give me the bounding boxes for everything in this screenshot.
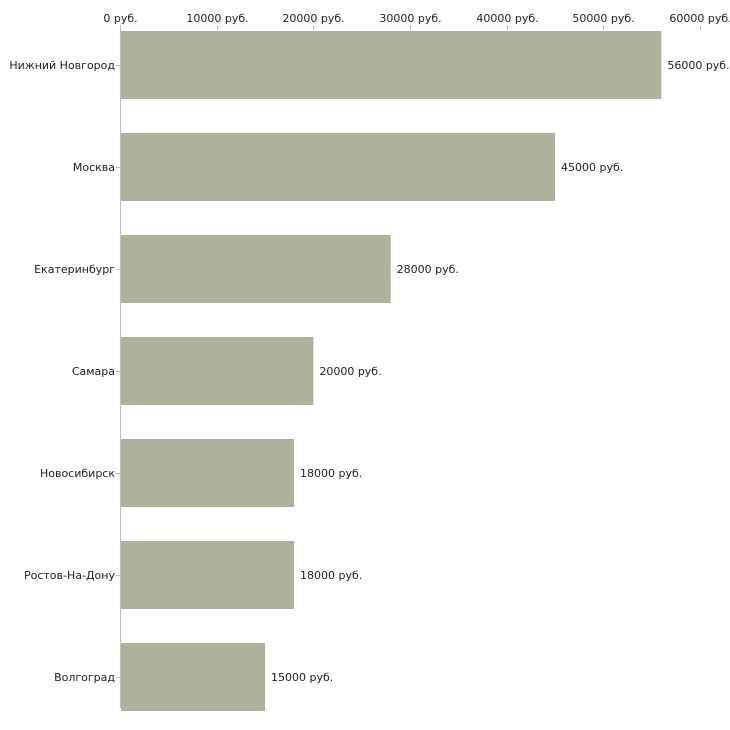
x-tick-label: 0 руб. (103, 12, 137, 25)
data-label: 18000 руб. (300, 569, 362, 582)
data-label: 18000 руб. (300, 467, 362, 480)
bar (121, 235, 391, 303)
x-tick-label: 50000 руб. (572, 12, 634, 25)
x-tick-label: 40000 руб. (476, 12, 538, 25)
category-labels: Нижний Новгород Москва Екатеринбург Самара Н… (9, 59, 120, 684)
x-tick-label: 20000 руб. (282, 12, 344, 25)
category-label: Новосибирск (40, 467, 115, 480)
bar (121, 31, 662, 99)
x-tick-label: 30000 руб. (379, 12, 441, 25)
category-label: Волгоград (54, 671, 115, 684)
bars-group: 56000 руб. 45000 руб. 28000 руб. 20000 руб.… (121, 31, 730, 711)
data-label: 28000 руб. (397, 263, 459, 276)
x-tick-label: 10000 руб. (186, 12, 248, 25)
category-label: Москва (73, 161, 115, 174)
bar (121, 541, 294, 609)
data-label: 56000 руб. (667, 59, 729, 72)
x-axis: 0 руб. 10000 руб. 20000 руб. 30000 руб. 4000… (103, 12, 730, 30)
category-label: Екатеринбург (34, 263, 115, 276)
category-label: Нижний Новгород (9, 59, 115, 72)
x-tick-label: 60000 руб. (669, 12, 730, 25)
bar (121, 439, 294, 507)
bar (121, 643, 265, 711)
data-label: 15000 руб. (271, 671, 333, 684)
bar (121, 133, 555, 201)
category-label: Самара (72, 365, 115, 378)
data-label: 20000 руб. (319, 365, 381, 378)
category-label: Ростов-На-Дону (24, 569, 115, 582)
bar (121, 337, 314, 405)
data-label: 45000 руб. (561, 161, 623, 174)
